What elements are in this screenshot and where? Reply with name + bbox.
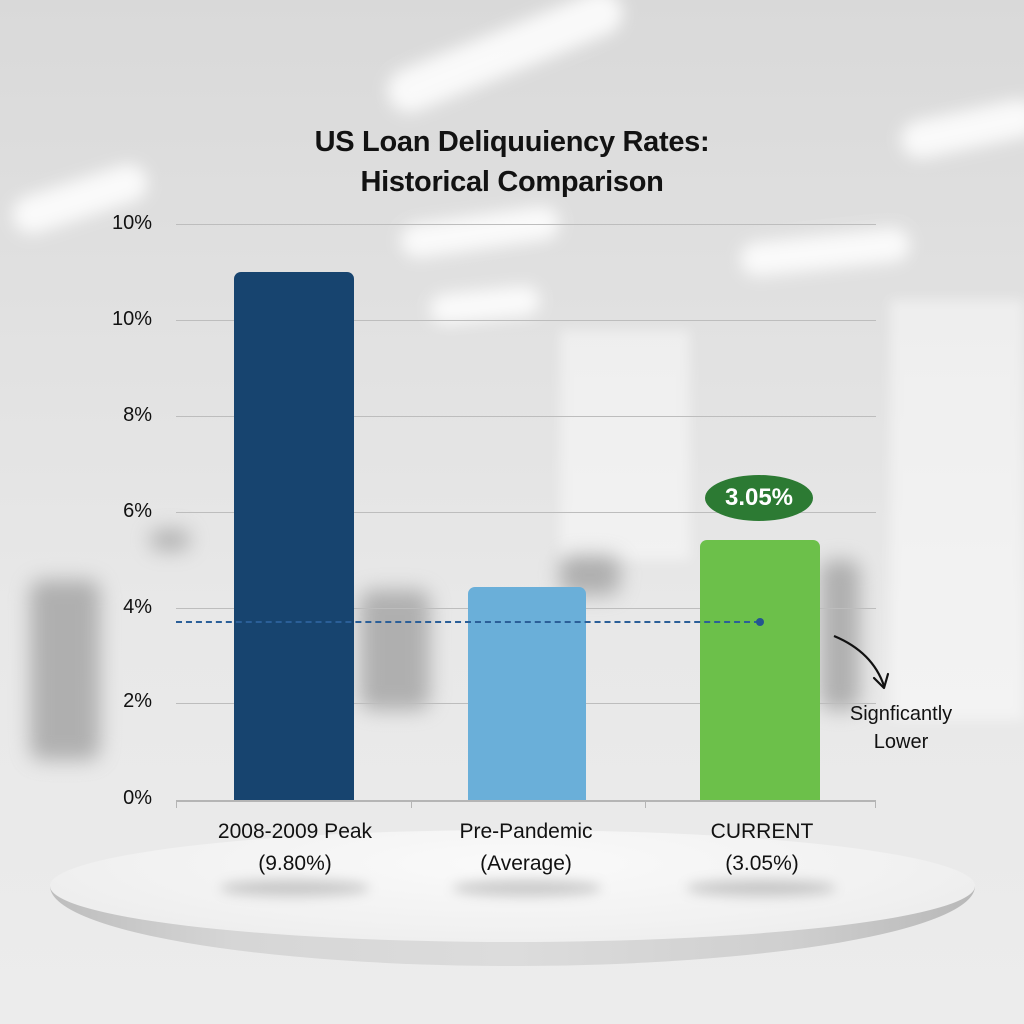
office-chair (360, 590, 430, 710)
x-axis-tick (875, 800, 876, 808)
window (560, 330, 690, 560)
gridline (176, 320, 876, 321)
label-shadow (686, 880, 836, 896)
chart-title-line1: US Loan Deliquuiency Rates: (314, 126, 710, 158)
gridline (176, 512, 876, 513)
chart-title: US Loan Deliquuiency Rates: Historical C… (0, 122, 1024, 202)
annotation-line1: Signficantly (849, 703, 953, 725)
ceiling-light (380, 0, 630, 120)
office-chair (820, 560, 860, 710)
y-tick-label: 0% (123, 787, 152, 809)
gridline (176, 416, 876, 417)
window (890, 300, 1024, 720)
office-chair (150, 530, 190, 550)
label-shadow (452, 880, 602, 896)
curved-arrow-icon (833, 634, 890, 690)
y-tick-label: 8% (123, 404, 152, 426)
x-axis-line (176, 800, 876, 802)
y-tick-label: 6% (123, 500, 152, 522)
x-axis-tick (645, 800, 646, 808)
ceiling-light (738, 226, 912, 278)
x-axis-tick (176, 800, 177, 808)
x-axis-tick (411, 800, 412, 808)
gridline (176, 224, 876, 225)
current-value-badge: 3.05% (705, 475, 813, 521)
reference-line-endpoint (756, 618, 764, 626)
bar-current (700, 540, 820, 800)
y-tick-label: 2% (123, 690, 152, 712)
label-shadow (220, 880, 370, 896)
chart-title-line2: Historical Comparison (360, 166, 664, 198)
significantly-lower-annotation: Signficantly Lower (826, 700, 976, 756)
podium-top (50, 830, 975, 942)
reference-dashed-line (176, 621, 760, 623)
office-chair (30, 580, 100, 760)
annotation-line2: Lower (873, 731, 929, 753)
bar-2008-2009-peak (234, 272, 354, 800)
y-tick-label: 10% (111, 212, 152, 234)
y-tick-label: 4% (123, 596, 152, 618)
y-tick-label: 10% (111, 308, 152, 330)
ceiling-light (398, 204, 562, 260)
bar-pre-pandemic (468, 587, 586, 800)
